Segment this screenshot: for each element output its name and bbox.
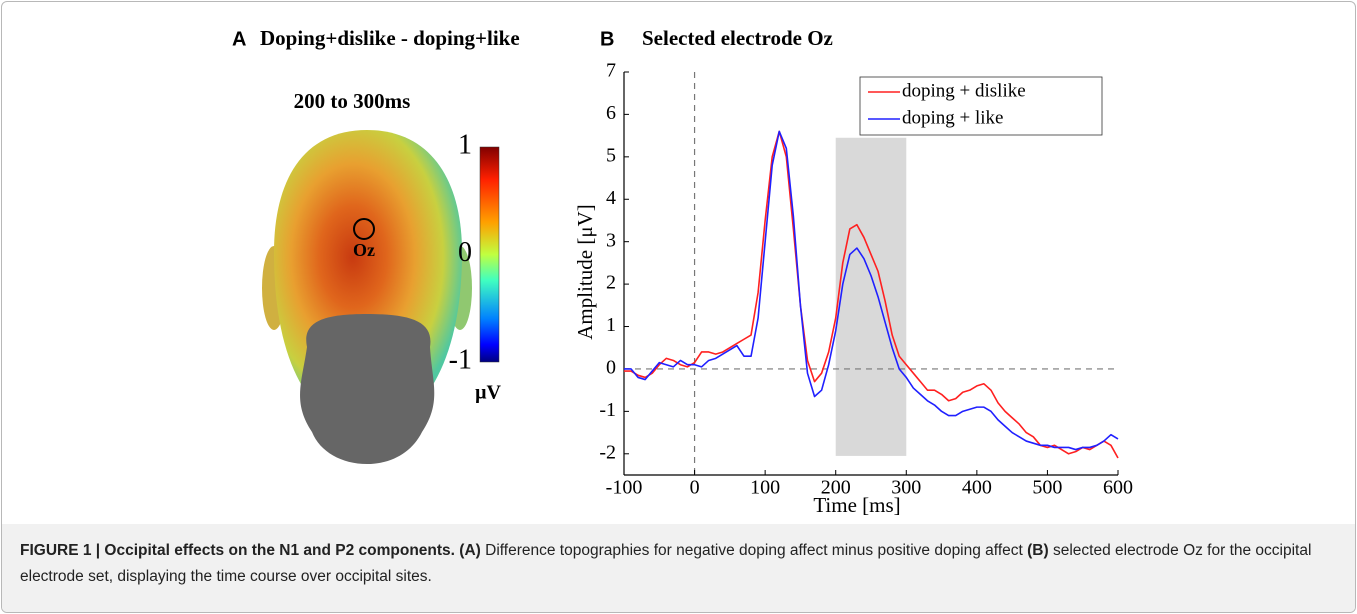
caption-run: Difference topographies for negative dop… xyxy=(480,542,1028,559)
chart-title: Selected electrode Oz xyxy=(642,26,833,50)
y-axis-label: Amplitude [μV] xyxy=(573,204,597,340)
panel-title: Doping+dislike - doping+like xyxy=(260,26,520,50)
colorbar-tick-label: 0 xyxy=(458,237,472,268)
caption: FIGURE 1 | Occipital effects on the N1 a… xyxy=(2,524,1355,612)
x-tick-label: 0 xyxy=(690,477,700,499)
head-topography xyxy=(262,130,472,464)
x-tick-label: 400 xyxy=(962,477,992,499)
series-line xyxy=(624,130,1119,459)
plot-area: -2 -1 0 1 2 3 4 5 6 7 -100 0 100 200 300 400 500 600 dopin… xyxy=(599,60,1133,499)
caption-run: (B) xyxy=(1027,542,1049,559)
y-tick-label: 4 xyxy=(606,187,616,209)
series-line xyxy=(624,130,1119,451)
y-tick-label: 5 xyxy=(606,144,616,166)
time-window: 200 to 300ms xyxy=(294,89,411,113)
x-tick-label: 100 xyxy=(750,477,780,499)
x-tick-label: 200 xyxy=(821,477,851,499)
legend-box xyxy=(859,76,1103,136)
y-tick-label: 1 xyxy=(606,314,616,336)
x-axis-label: Time [ms] xyxy=(813,493,900,517)
x-tick-label: -100 xyxy=(606,477,643,499)
caption-run: FIGURE 1 | Occipital effects on the N1 a… xyxy=(20,542,455,559)
caption-run: (A) xyxy=(454,542,481,559)
y-tick-label: 3 xyxy=(606,229,616,251)
electrode-label: Oz xyxy=(353,240,375,260)
y-tick-label: -1 xyxy=(599,399,616,421)
shaded-window xyxy=(835,137,907,456)
colorbar xyxy=(479,146,500,363)
x-tick-label: 500 xyxy=(1032,477,1062,499)
figure-graphics: A Doping+dislike - doping+like 200 to 30… xyxy=(232,26,1133,517)
legend-label: doping + dislike xyxy=(902,80,1026,101)
y-tick-label: 2 xyxy=(606,272,616,294)
panel-label: A xyxy=(232,28,246,50)
y-tick-label: 6 xyxy=(606,102,616,124)
y-tick-label: -2 xyxy=(599,441,616,463)
legend-label: doping + like xyxy=(902,107,1004,128)
x-tick-label: 600 xyxy=(1103,477,1133,499)
colorbar-tick-label: 1 xyxy=(458,129,472,160)
y-tick-label: 7 xyxy=(606,60,616,82)
colorbar-ticks: 1 0 -1 xyxy=(449,129,472,375)
caption-run: selected electrode Oz for the occipital … xyxy=(20,542,1312,585)
x-tick-label: 300 xyxy=(891,477,921,499)
panel-label: B xyxy=(600,28,614,50)
colorbar-unit: μV xyxy=(475,382,501,404)
y-tick-label: 0 xyxy=(606,357,616,379)
colorbar-tick-label: -1 xyxy=(449,344,472,375)
